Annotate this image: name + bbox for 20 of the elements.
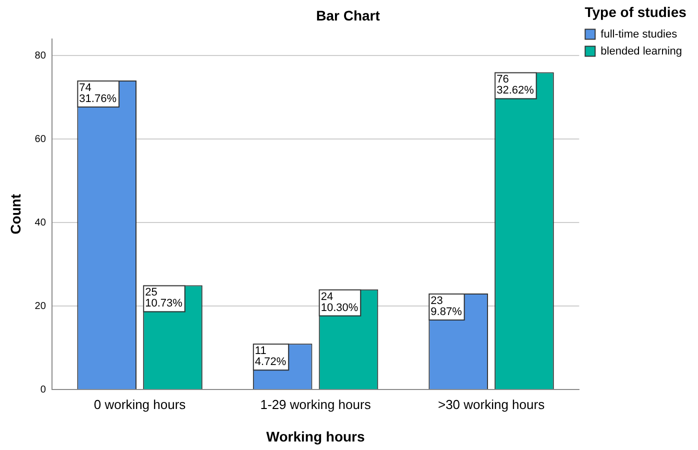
data-label: 74 31.76% <box>79 82 117 106</box>
x-axis-title: Working hours <box>266 428 366 444</box>
data-label: 23 9.87% <box>430 295 462 318</box>
y-tick-label: 0 <box>40 384 46 396</box>
data-label: 76 32.62% <box>496 74 534 97</box>
x-tick-label: >30 working hours <box>438 396 546 412</box>
data-label: 11 4.72% <box>254 345 286 368</box>
y-tick-label: 20 <box>34 300 46 312</box>
y-tick-label: 80 <box>34 50 46 62</box>
data-label: 25 10.73% <box>145 286 183 310</box>
y-tick-label: 60 <box>34 134 46 145</box>
legend-label: blended learning <box>600 45 682 58</box>
chart-title: Bar Chart <box>316 7 380 24</box>
legend-label: full-time studies <box>600 28 678 40</box>
x-tick-label: 1-29 working hours <box>260 396 372 412</box>
y-tick-label: 40 <box>34 217 46 228</box>
x-tick-label: 0 working hours <box>94 396 186 412</box>
data-label: 24 10.30% <box>320 290 358 314</box>
legend-title: Type of studies <box>584 4 687 20</box>
y-axis-title: Count <box>7 194 24 234</box>
